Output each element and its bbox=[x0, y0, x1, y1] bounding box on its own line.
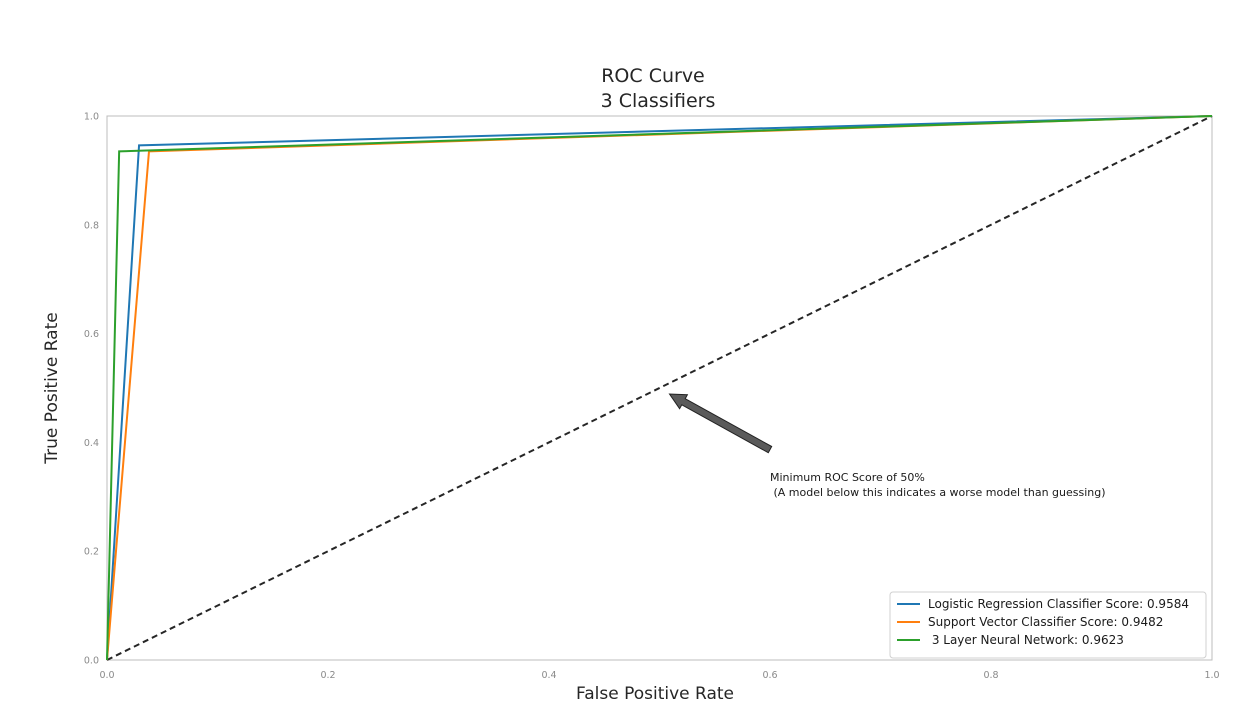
legend-frame bbox=[889, 591, 1207, 659]
legend-label-neural-net: 3 Layer Neural Network: 0.9623 bbox=[928, 633, 1124, 647]
y-tick-label: 0.6 bbox=[84, 329, 99, 340]
chart-title-line-1: ROC Curve bbox=[601, 65, 705, 87]
y-tick-label: 0.0 bbox=[84, 656, 99, 667]
series-line-logistic bbox=[106, 115, 1213, 661]
reference-line bbox=[106, 115, 1213, 661]
chart-title-line-2: 3 Classifiers bbox=[601, 90, 716, 112]
y-tick-label: 0.4 bbox=[84, 438, 99, 449]
annotation-text-line-1: Minimum ROC Score of 50% bbox=[770, 471, 925, 484]
legend: Logistic Regression Classifier Score: 0.… bbox=[889, 591, 1207, 659]
plot-frame bbox=[106, 115, 1213, 661]
annotation: Minimum ROC Score of 50% (A model below … bbox=[668, 393, 1106, 499]
annotation-arrow bbox=[668, 393, 773, 454]
legend-label-svc: Support Vector Classifier Score: 0.9482 bbox=[928, 615, 1163, 629]
x-tick-label: 0.0 bbox=[99, 670, 114, 681]
y-axis-label: True Positive Rate bbox=[42, 312, 62, 464]
y-tick-label: 0.8 bbox=[84, 220, 99, 231]
x-tick-label: 0.8 bbox=[983, 670, 998, 681]
y-tick-label: 1.0 bbox=[84, 112, 99, 123]
y-tick-label: 0.2 bbox=[84, 547, 99, 558]
series-line-neural-net bbox=[106, 115, 1213, 661]
x-axis-label: False Positive Rate bbox=[576, 684, 734, 704]
legend-label-logistic: Logistic Regression Classifier Score: 0.… bbox=[928, 597, 1189, 611]
x-tick-label: 0.2 bbox=[320, 670, 335, 681]
x-tick-label: 1.0 bbox=[1204, 670, 1219, 681]
plot-area: 0.0 0.2 0.4 0.6 0.8 1.0 0.0 0.2 0.4 0.6 0.8 1.0 bbox=[84, 112, 1220, 682]
x-tick-label: 0.6 bbox=[762, 670, 777, 681]
x-tick-label: 0.4 bbox=[541, 670, 556, 681]
annotation-text-line-2: (A model below this indicates a worse mo… bbox=[770, 486, 1106, 499]
